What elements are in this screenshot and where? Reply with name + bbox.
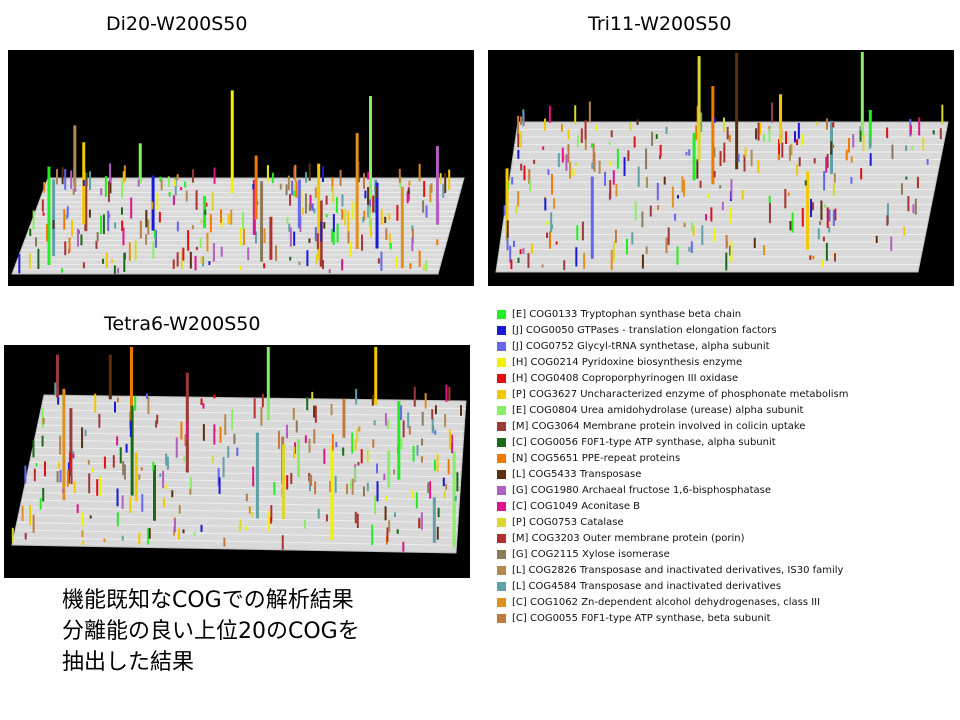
legend-item: [M] COG3064 Membrane protein involved in… [497,418,957,434]
legend-item: [E] COG0804 Urea amidohydrolase (urease)… [497,402,957,418]
grid-line [39,417,465,425]
legend-label: [P] COG3627 Uncharacterized enzyme of ph… [512,388,849,400]
grid-line [37,424,465,432]
legend-item: [H] COG0408 Coproporphyrinogen III oxida… [497,370,957,386]
legend-label: [L] COG2826 Transposase and inactivated … [512,564,844,576]
legend-label: [J] COG0752 Glycyl-tRNA synthetase, alph… [512,340,770,352]
legend-item: [M] COG3203 Outer membrane protein (pori… [497,530,957,546]
legend-swatch [497,597,506,607]
legend-label: [J] COG0050 GTPases - translation elonga… [512,324,777,336]
note-line-1: 機能既知なCOGでの解析結果 [62,588,354,613]
legend-label: [G] COG2115 Xylose isomerase [512,548,670,560]
legend-swatch [497,549,506,559]
legend-item: [N] COG5651 PPE-repeat proteins [497,450,957,466]
legend-item: [C] COG0056 F0F1-type ATP synthase, alph… [497,434,957,450]
legend-label: [E] COG0133 Tryptophan synthase beta cha… [512,308,742,320]
legend-item: [H] COG0214 Pyridoxine biosynthesis enzy… [497,354,957,370]
panel-title-tetra6: Tetra6-W200S50 [104,313,261,335]
grid-line [15,529,458,539]
grid-line [34,439,464,448]
legend-swatch [497,325,506,335]
legend-item: [E] COG0133 Tryptophan synthase beta cha… [497,306,957,322]
legend-item: [C] COG0055 F0F1-type ATP synthase, beta… [497,610,957,626]
legend-item: [G] COG2115 Xylose isomerase [497,546,957,562]
legend-swatch [497,565,506,575]
legend-label: [L] COG4584 Transposase and inactivated … [512,580,782,592]
legend-swatch [497,533,506,543]
legend-swatch [497,469,506,479]
panel-title-tri11: Tri11-W200S50 [588,13,732,35]
legend-item: [J] COG0050 GTPases - translation elonga… [497,322,957,338]
legend-item: [G] COG1980 Archaeal fructose 1,6-bispho… [497,482,957,498]
legend-swatch [497,357,506,367]
legend-label: [G] COG1980 Archaeal fructose 1,6-bispho… [512,484,772,496]
legend-item: [P] COG0753 Catalase [497,514,957,530]
legend-label: [H] COG0214 Pyridoxine biosynthesis enzy… [512,356,743,368]
panel-title-di20: Di20-W200S50 [106,13,248,35]
grid-line [16,522,458,531]
landscape-svg-tri11 [495,52,949,273]
legend-item: [L] COG4584 Transposase and inactivated … [497,578,957,594]
legend-swatch [497,437,506,447]
legend-label: [E] COG0804 Urea amidohydrolase (urease)… [512,404,804,416]
grid-line [35,432,464,440]
legend-item: [L] COG2826 Transposase and inactivated … [497,562,957,578]
legend-label: [C] COG0056 F0F1-type ATP synthase, alph… [512,436,776,448]
legend-swatch [497,581,506,591]
legend-swatch [497,421,506,431]
legend-swatch [497,453,506,463]
legend-swatch [497,341,506,351]
note-line-3: 抽出した結果 [62,650,195,675]
legend-item: [C] COG1049 Aconitase B [497,498,957,514]
legend-label: [M] COG3203 Outer membrane protein (pori… [512,532,745,544]
grid-line [40,409,466,417]
legend-label: [L] COG5433 Transposase [512,468,642,480]
legend-label: [C] COG1049 Aconitase B [512,500,641,512]
legend-label: [M] COG3064 Membrane protein involved in… [512,420,806,432]
legend-label: [H] COG0408 Coproporphyrinogen III oxida… [512,372,739,384]
legend-swatch [497,501,506,511]
legend-item: [C] COG1062 Zn-dependent alcohol dehydro… [497,594,957,610]
legend-swatch [497,389,506,399]
grid-line [21,499,460,508]
legend-item: [P] COG3627 Uncharacterized enzyme of ph… [497,386,957,402]
landscape-plot-tetra6 [4,345,470,578]
legend-swatch [497,613,506,623]
landscape-svg-di20 [11,90,465,275]
legend-swatch [497,517,506,527]
legend-swatch [497,485,506,495]
legend-label: [C] COG0055 F0F1-type ATP synthase, beta… [512,612,771,624]
legend-label: [C] COG1062 Zn-dependent alcohol dehydro… [512,596,821,608]
landscape-plot-tri11 [488,50,954,286]
legend-swatch [497,373,506,383]
note-line-2: 分離能の良い上位20のCOGを [62,619,360,644]
cog-legend: [E] COG0133 Tryptophan synthase beta cha… [497,306,957,626]
legend-swatch [497,309,506,319]
legend-swatch [497,405,506,415]
legend-label: [P] COG0753 Catalase [512,516,624,528]
legend-item: [J] COG0752 Glycyl-tRNA synthetase, alph… [497,338,957,354]
analysis-note: 機能既知なCOGでの解析結果 分離能の良い上位20のCOGを 抽出した結果 [62,585,360,678]
landscape-plot-di20 [8,50,474,286]
legend-item: [L] COG5433 Transposase [497,466,957,482]
grid-line [32,447,463,455]
grid-line [13,537,457,546]
legend-label: [N] COG5651 PPE-repeat proteins [512,452,681,464]
landscape-svg-tetra6 [11,347,467,554]
